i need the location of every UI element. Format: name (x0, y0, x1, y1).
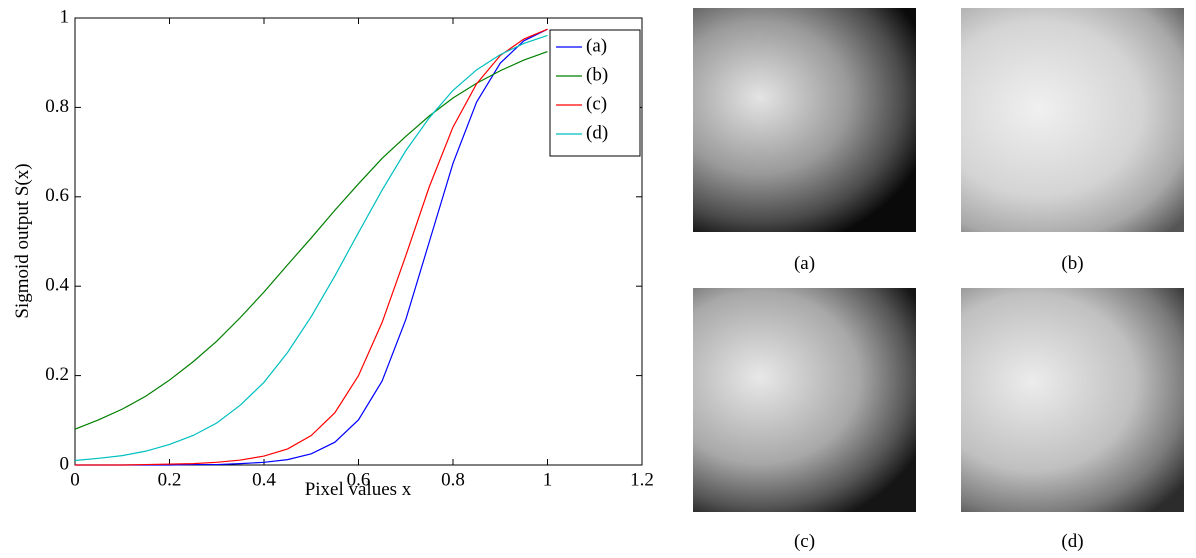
x-tick-label: 0 (70, 469, 80, 490)
series-line (75, 28, 548, 466)
x-tick-label: 1.2 (630, 469, 654, 490)
image-panel (961, 8, 1184, 232)
y-tick-label: 0.4 (45, 275, 69, 296)
panel-caption: (a) (793, 253, 816, 274)
image-panel (961, 288, 1184, 512)
x-tick-label: 0.2 (158, 469, 182, 490)
x-tick-label: 0.6 (347, 469, 371, 490)
y-tick-label: 0.8 (45, 96, 69, 117)
y-tick-label: 1 (60, 6, 70, 27)
panel-caption: (b) (1061, 253, 1084, 274)
x-tick-label: 0.8 (441, 469, 465, 490)
legend-box (549, 29, 641, 157)
x-axis-label: Pixel values x (305, 479, 412, 500)
legend-label: (a) (586, 35, 607, 56)
y-axis-label: Sigmoid output S(x) (12, 163, 33, 318)
panel-caption: (c) (793, 531, 816, 552)
panel-caption: (d) (1061, 531, 1084, 552)
legend-label: (c) (586, 93, 607, 114)
legend-label: (b) (586, 64, 608, 85)
image-panel (693, 288, 916, 512)
y-tick-label: 0 (60, 453, 70, 474)
series-line (74, 50, 548, 430)
x-tick-label: 1 (543, 469, 553, 490)
series-line (75, 28, 548, 466)
legend-label: (d) (586, 122, 608, 143)
x-tick-label: 0.4 (252, 469, 276, 490)
series-line (74, 34, 548, 462)
y-tick-label: 0.6 (45, 185, 69, 206)
image-panel (693, 8, 916, 232)
y-tick-label: 0.2 (45, 364, 69, 385)
chart: Pixel values x Sigmoid output S(x) 0 0.2 0… (12, 6, 654, 500)
